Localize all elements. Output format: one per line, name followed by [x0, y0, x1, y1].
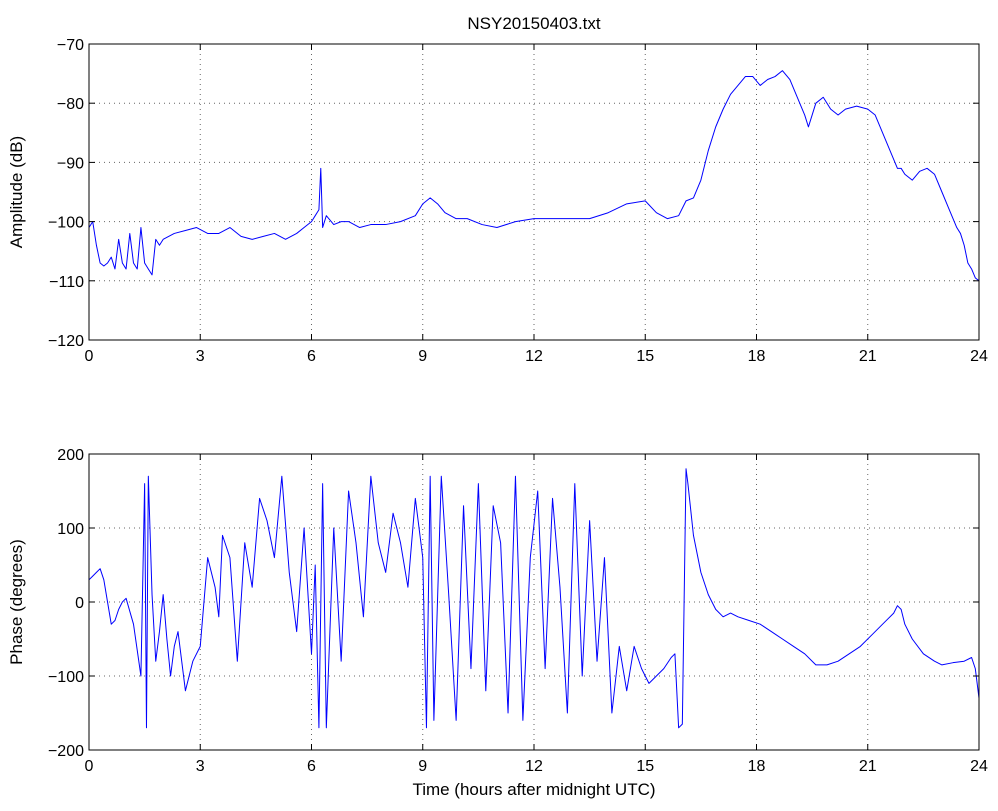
phase-panel: 0 3 6 9 12 15 18 21 24 −200 −100 0 100 200 Phase (degr… [7, 447, 988, 799]
amplitude-ytick-label-3: −90 [57, 155, 84, 172]
phase-ytick-label-4: 200 [57, 447, 84, 464]
amplitude-xtick-label-2: 6 [307, 348, 316, 365]
phase-xtick-label-2: 6 [307, 758, 316, 775]
amplitude-xtick-label-6: 18 [748, 348, 766, 365]
phase-ytick-label-1: −100 [48, 669, 84, 686]
phase-series-line-0 [88, 468, 980, 729]
amplitude-series-line-0 [88, 70, 980, 282]
amplitude-xtick-label-1: 3 [196, 348, 205, 365]
amplitude-xtick-label-3: 9 [418, 348, 427, 365]
amplitude-xtick-label-7: 21 [859, 348, 877, 365]
amplitude-ytick-label-1: −110 [49, 274, 84, 291]
amplitude-axes-box [88, 43, 980, 341]
phase-ytick-label-2: 0 [75, 595, 84, 612]
amplitude-xtick-label-4: 12 [525, 348, 543, 365]
phase-ylabel: Phase (degrees) [7, 539, 26, 665]
phase-xtick-label-5: 15 [636, 758, 654, 775]
amplitude-ytick-label-5: −70 [57, 37, 84, 54]
phase-xtick-label-6: 18 [748, 758, 766, 775]
phase-xlabel: Time (hours after midnight UTC) [412, 780, 655, 799]
phase-xtick-label-4: 12 [525, 758, 543, 775]
phase-ytick-label-3: 100 [57, 521, 84, 538]
phase-xtick-label-0: 0 [85, 758, 94, 775]
phase-xtick-label-1: 3 [196, 758, 205, 775]
chart-title: NSY20150403.txt [467, 14, 601, 33]
amplitude-xtick-label-5: 15 [636, 348, 654, 365]
amplitude-ytick-label-2: −100 [48, 215, 84, 232]
phase-xtick-label-3: 9 [418, 758, 427, 775]
amplitude-xtick-label-0: 0 [85, 348, 94, 365]
amplitude-xtick-label-8: 24 [970, 348, 988, 365]
amplitude-panel: 0 3 6 9 12 15 18 21 24 −120 −110 −100 −90 −80 −70 Ampli… [7, 37, 988, 365]
amplitude-ylabel: Amplitude (dB) [7, 136, 26, 248]
phase-ytick-label-0: −200 [48, 743, 84, 760]
amplitude-ytick-label-0: −120 [48, 333, 84, 350]
phase-xtick-label-8: 24 [970, 758, 988, 775]
phase-xtick-label-7: 21 [859, 758, 877, 775]
amplitude-ytick-label-4: −80 [57, 96, 84, 113]
